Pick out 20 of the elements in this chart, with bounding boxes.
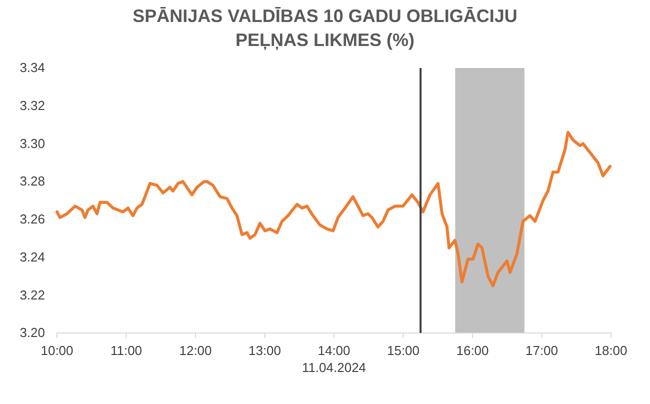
- x-tick-label: 15:00: [386, 343, 420, 358]
- x-tick-label: 12:00: [179, 343, 212, 358]
- y-tick-label: 3.34: [20, 60, 45, 76]
- y-tick-label: 3.22: [20, 287, 45, 302]
- chart-title: SPĀNIJAS VALDĪBAS 10 GADU OBLIGĀCIJU PEĻŅAS LIKMES (%): [132, 6, 518, 50]
- y-tick-label: 3.24: [20, 249, 45, 264]
- y-tick-label: 3.30: [20, 136, 45, 151]
- x-tick-label: 14:00: [318, 343, 350, 358]
- line-series: [56, 130, 612, 288]
- y-tick-label: 3.20: [20, 325, 45, 340]
- y-tick-label: 3.32: [20, 98, 45, 114]
- x-tick-label: 11:00: [110, 343, 142, 358]
- y-tick-label: 3.26: [20, 212, 45, 227]
- x-tick-label: 16:00: [456, 343, 489, 358]
- y-tick-label: 3.28: [20, 174, 45, 189]
- x-tick-label: 10:00: [40, 343, 74, 358]
- x-axis-title: 11.04.2024: [302, 360, 366, 375]
- x-tick-label: 13:00: [248, 343, 282, 358]
- x-tick-label: 17:00: [525, 343, 558, 358]
- x-tick-label: 18:00: [594, 343, 628, 358]
